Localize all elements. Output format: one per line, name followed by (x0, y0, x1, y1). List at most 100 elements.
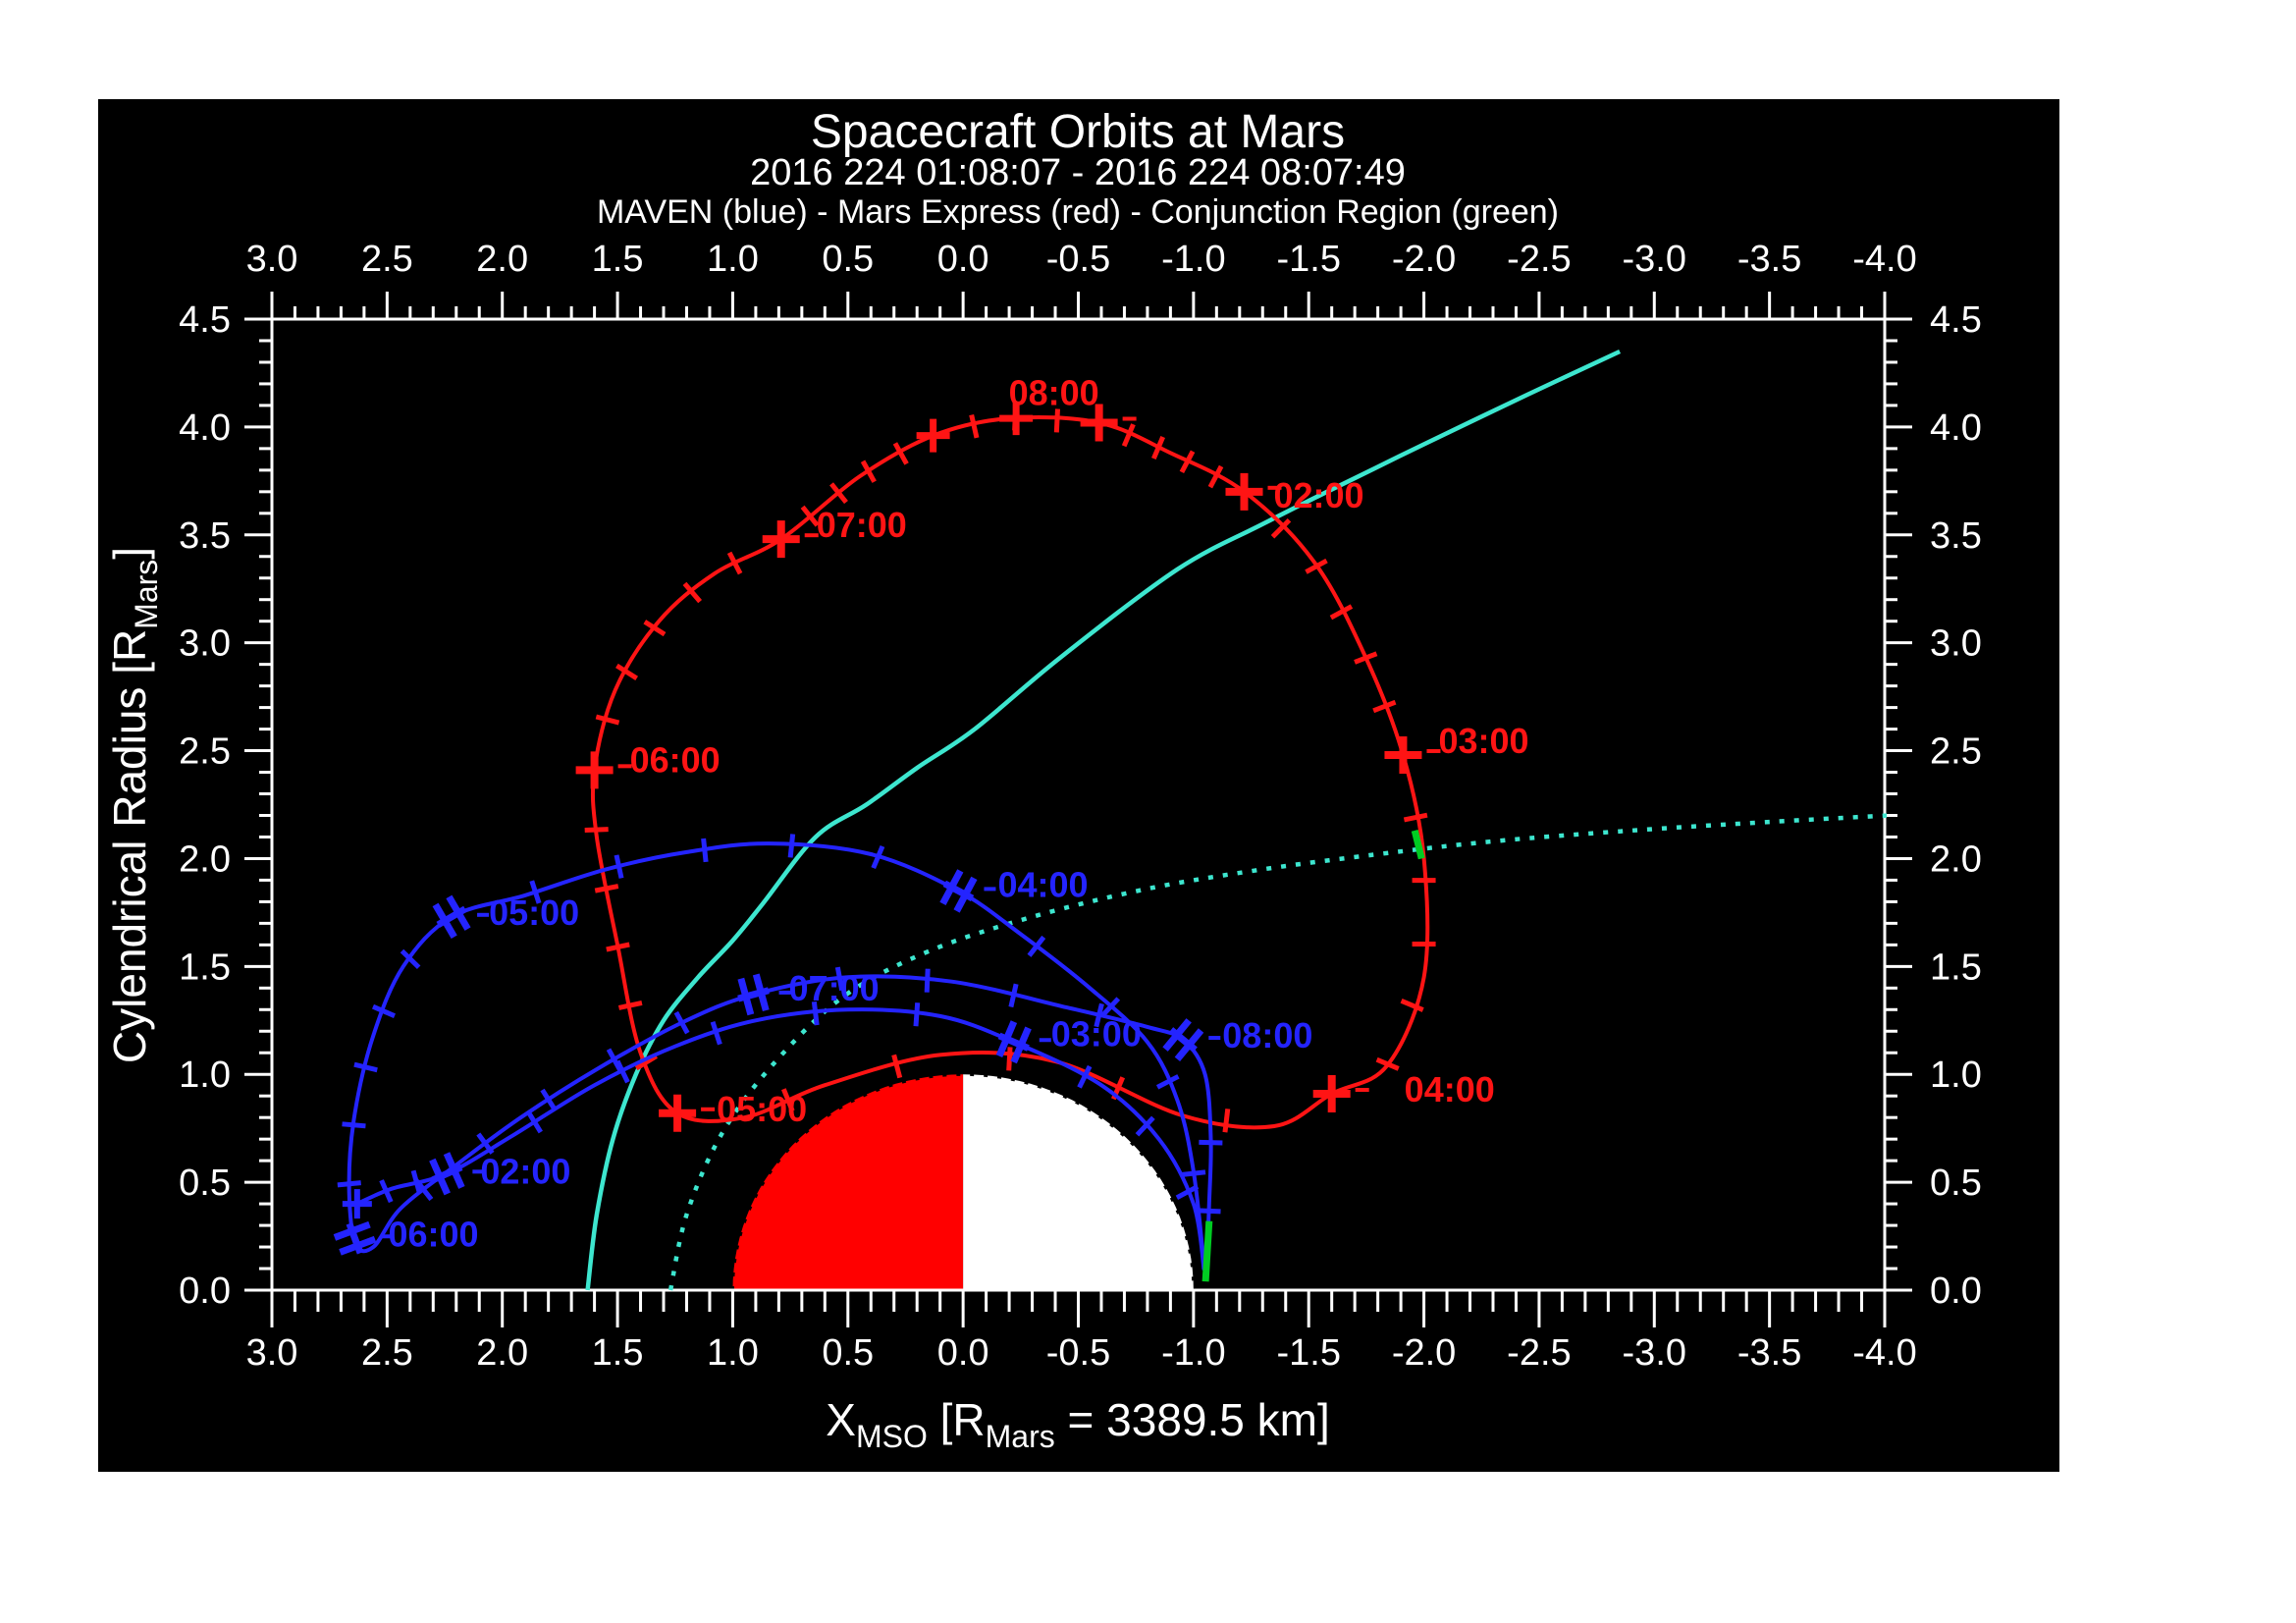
y-tick-label-left: 3.5 (179, 515, 231, 557)
mars-express-minor-tick (969, 413, 980, 439)
maven-minor-tick (606, 1048, 622, 1071)
mars-express-minor-tick (1372, 699, 1397, 714)
x-tick-label-bottom: -4.0 (1852, 1332, 1916, 1374)
x-tick-label-top: -2.0 (1392, 239, 1456, 280)
x-tick-label-top: -1.0 (1161, 239, 1225, 280)
mars-express-minor-tick (829, 482, 848, 505)
mars-express-minor-tick (891, 1054, 903, 1079)
x-tick-label-top: -2.5 (1507, 239, 1571, 280)
mars-express-minor-tick (892, 442, 909, 465)
y-tick-label-left: 1.0 (179, 1055, 231, 1096)
maven-minor-tick (834, 966, 845, 992)
maven-minor-tick (1199, 1139, 1223, 1146)
mars-express-minor-tick (1151, 435, 1165, 460)
page-title: Spacecraft Orbits at Mars (811, 106, 1345, 158)
y-tick-label-right: 1.5 (1930, 947, 1982, 988)
mars-express-minor-tick (595, 714, 620, 726)
mars-express-minor-tick (606, 942, 630, 952)
maven-hour-label: 02:00 (480, 1151, 570, 1191)
y-tick-label-left: 3.0 (179, 623, 231, 665)
y-tick-label-right: 0.5 (1930, 1163, 1982, 1204)
x-tick-label-top: 2.5 (361, 239, 413, 280)
mars-express-hour-label: 02:00 (1273, 475, 1363, 515)
x-tick-label-top: 0.0 (937, 239, 989, 280)
mars-express-minor-tick (1329, 604, 1354, 621)
x-tick-label-bottom: 3.0 (246, 1332, 298, 1374)
maven-minor-tick (1175, 1184, 1200, 1200)
maven-minor-tick (476, 1132, 495, 1155)
conjunction-on-maven-end (1201, 1220, 1213, 1282)
x-tick-label-bottom: 2.0 (476, 1332, 528, 1374)
mars-express-minor-tick (1305, 558, 1328, 574)
mars-express-minor-tick (634, 1054, 658, 1071)
maven-hour-label: 05:00 (489, 893, 579, 933)
x-tick-label-top: -3.5 (1737, 239, 1801, 280)
mars-express-minor-tick (1400, 999, 1424, 1012)
y-tick-label-left: 0.5 (179, 1163, 231, 1204)
x-tick-label-top: -4.0 (1852, 239, 1916, 280)
mars-express-minor-tick (1006, 1047, 1013, 1071)
maven-minor-tick (1077, 1064, 1093, 1089)
y-tick-label-right: 2.5 (1930, 731, 1982, 773)
mars-express-minor-tick (1270, 518, 1292, 539)
mars-nightside-white (963, 1074, 1194, 1290)
y-tick-label-left: 1.5 (179, 947, 231, 988)
maven-hour-marker (346, 1222, 364, 1255)
series-legend: MAVEN (blue) - Mars Express (red) - Conj… (597, 193, 1559, 231)
y-tick-label-right: 2.0 (1930, 839, 1982, 880)
mars-express-hour-label: 03:00 (1438, 721, 1528, 761)
maven-minor-tick (1135, 1115, 1155, 1137)
maven-hour-label: 03:00 (1051, 1013, 1142, 1054)
maven-minor-tick (371, 1003, 397, 1019)
x-tick-label-bottom: -1.5 (1276, 1332, 1340, 1374)
x-tick-label-top: -3.0 (1623, 239, 1686, 280)
bow-shock-curve (585, 349, 1622, 1291)
maven-hour-label: 08:00 (1222, 1015, 1312, 1055)
mars-express-minor-tick (682, 581, 703, 604)
mars-express-minor-tick (1121, 423, 1136, 448)
y-tick-label-right: 4.0 (1930, 407, 1982, 449)
mars-express-minor-tick (1207, 464, 1224, 489)
x-tick-label-top: -1.5 (1276, 239, 1340, 280)
y-tick-label-left: 2.0 (179, 839, 231, 880)
maven-hour-label: 04:00 (997, 864, 1088, 904)
x-tick-label-top: 0.5 (822, 239, 874, 280)
mars-express-minor-tick (617, 1000, 643, 1010)
mars-express-minor-tick (1053, 408, 1060, 433)
y-tick-label-right: 3.5 (1930, 515, 1982, 557)
mars-express-minor-tick (780, 1088, 795, 1112)
time-range-subtitle: 2016 224 01:08:07 - 2016 224 08:07:49 (750, 152, 1406, 193)
maven-minor-tick (526, 1110, 543, 1134)
y-tick-label-left: 4.5 (179, 299, 231, 341)
x-tick-label-bottom: 0.5 (822, 1332, 874, 1374)
mars-express-minor-tick (1222, 1109, 1231, 1133)
x-tick-label-bottom: -2.5 (1507, 1332, 1571, 1374)
maven-minor-tick (913, 1002, 921, 1027)
mars-express-minor-tick (800, 505, 820, 527)
maven-minor-tick (614, 854, 624, 879)
x-tick-label-bottom: -3.0 (1623, 1332, 1686, 1374)
mars-express-hour-label: 04:00 (1405, 1069, 1495, 1109)
maven-hour-marker (997, 1032, 1030, 1052)
maven-minor-tick (342, 1121, 366, 1129)
maven-minor-tick (353, 1061, 378, 1073)
mars-express-minor-tick (584, 827, 609, 833)
mars-express-minor-tick (1375, 1056, 1400, 1071)
maven-minor-tick (1197, 1208, 1221, 1215)
mars-express-hour-label: 08:00 (1009, 372, 1099, 412)
maven-minor-tick (1100, 997, 1121, 1018)
axes-frame (244, 292, 1912, 1327)
x-tick-label-bottom: 2.5 (361, 1332, 413, 1374)
y-tick-label-right: 0.0 (1930, 1271, 1982, 1312)
maven-hour-marker (1168, 1027, 1198, 1053)
maven-hour-marker (436, 905, 467, 928)
x-tick-label-bottom: 0.0 (937, 1332, 989, 1374)
x-tick-label-top: 2.0 (476, 239, 528, 280)
mars-express-minor-tick (1179, 450, 1196, 474)
mars-express-minor-tick (643, 620, 667, 637)
maven-minor-tick (710, 1020, 722, 1046)
x-tick-label-top: -0.5 (1046, 239, 1110, 280)
maven-minor-tick (400, 948, 421, 970)
maven-minor-tick (529, 880, 542, 904)
